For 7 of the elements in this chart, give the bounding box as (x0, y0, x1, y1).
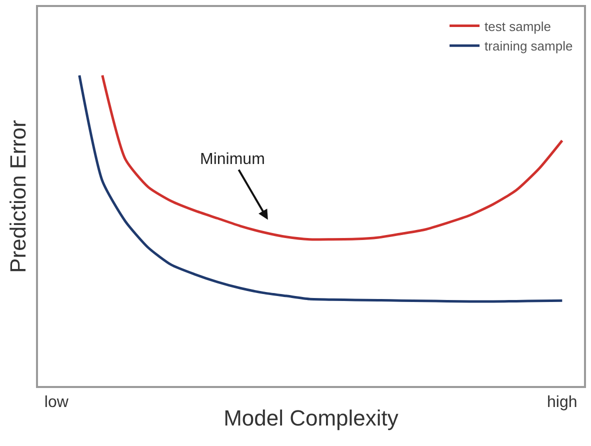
y-axis-title: Prediction Error (6, 120, 31, 273)
x-tick-label: low (44, 394, 69, 411)
annotation: Minimum (200, 151, 265, 168)
x-tick-label: high (547, 394, 578, 411)
legend-label: test sample (484, 18, 552, 34)
x-axis-title: Model Complexity (224, 405, 398, 430)
legend-label: training sample (484, 38, 573, 54)
